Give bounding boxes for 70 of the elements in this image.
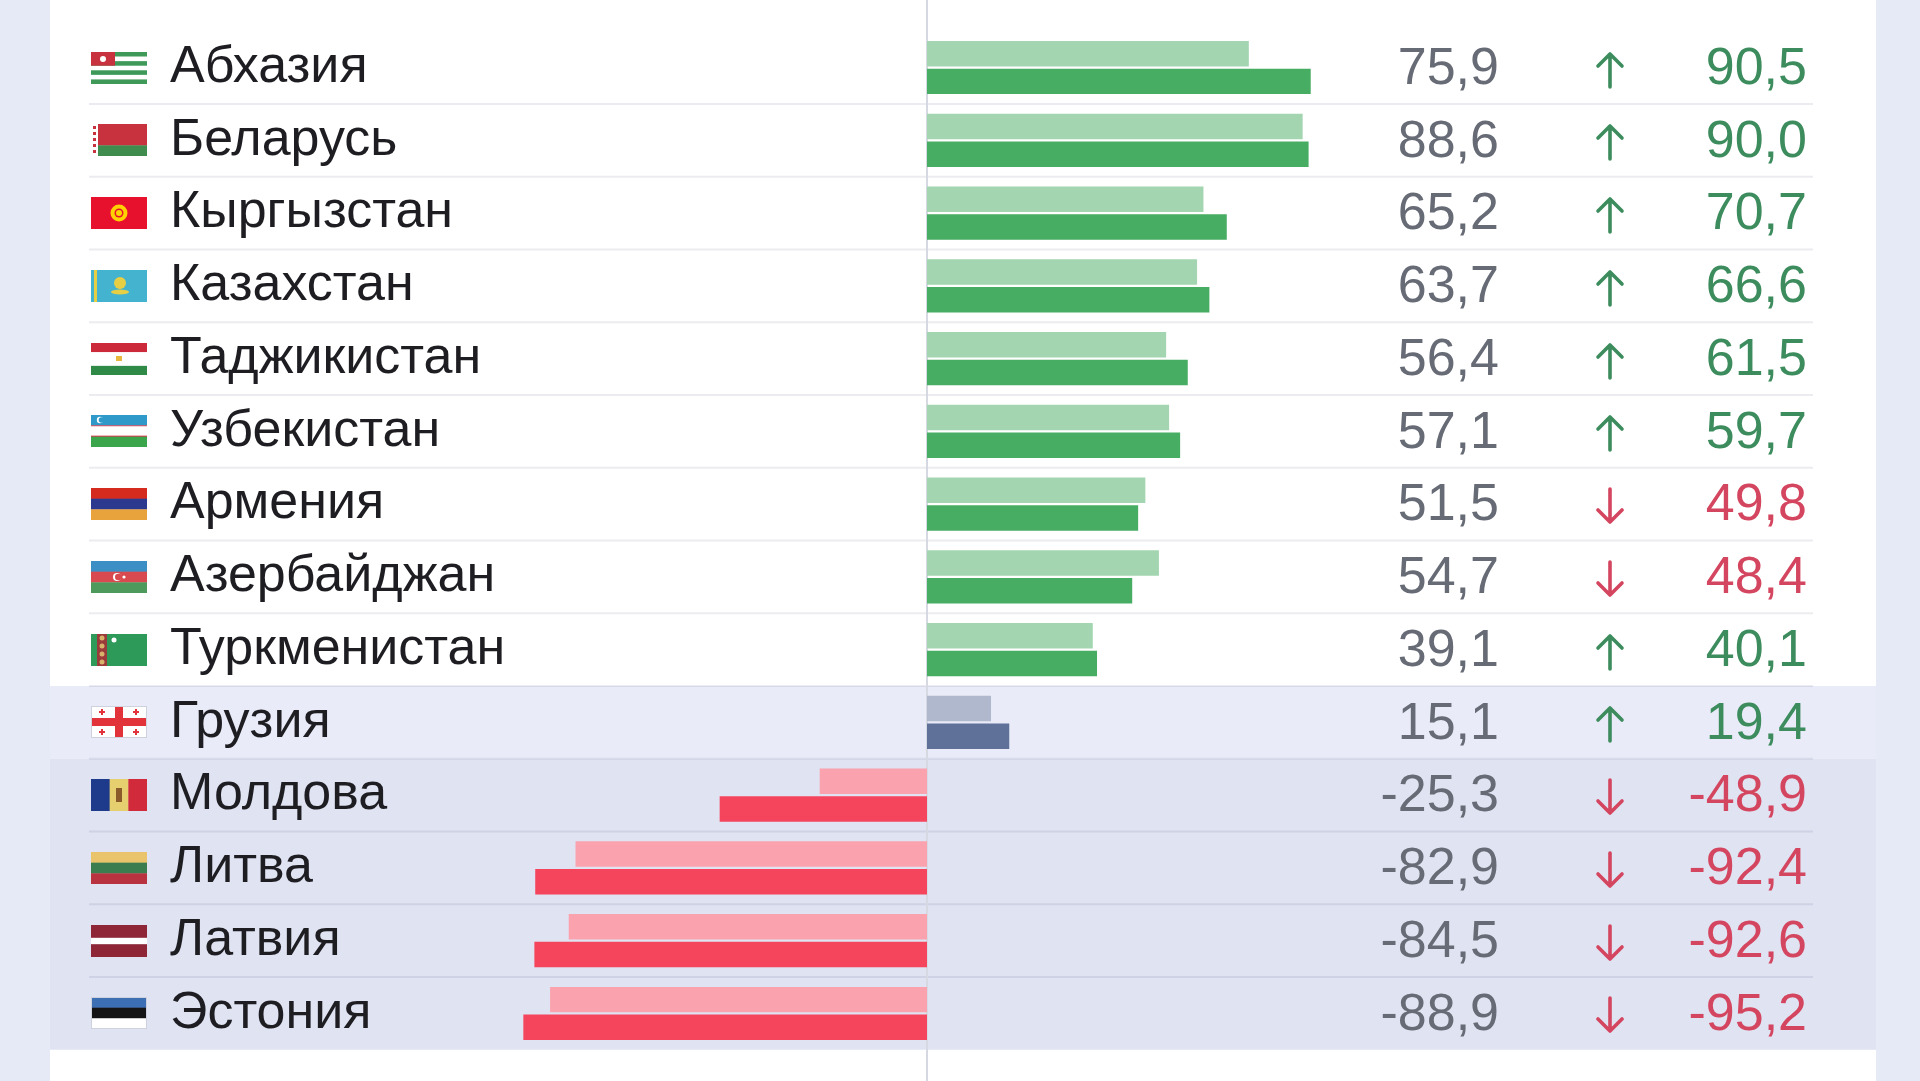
data-label: 51,5: [1397, 473, 1499, 532]
bar: [819, 768, 927, 795]
y-tick-label: Беларусь: [170, 107, 398, 166]
bar: [927, 68, 1311, 95]
y-tick-label: Эстония: [170, 980, 372, 1039]
bar: [927, 259, 1198, 285]
bar: [927, 286, 1210, 313]
bar: [927, 577, 1133, 604]
bar: [927, 723, 1010, 749]
y-tick-label: Туркменистан: [170, 616, 506, 675]
y-tick-label: Таджикистан: [170, 325, 482, 384]
data-label: 88,6: [1397, 109, 1499, 168]
data-label: 48,4: [1705, 546, 1807, 605]
bar: [927, 186, 1204, 212]
data-label: -88,9: [1380, 982, 1499, 1041]
bar: [535, 869, 927, 895]
y-tick-label: Армения: [170, 471, 385, 530]
bar: [550, 986, 927, 1013]
data-label: 57,1: [1397, 400, 1499, 459]
bar: [575, 841, 927, 867]
y-tick-label: Грузия: [170, 689, 331, 748]
data-label: 90,0: [1705, 109, 1807, 168]
bar: [927, 623, 1093, 649]
data-label: 39,1: [1397, 618, 1499, 677]
data-label: -25,3: [1380, 764, 1499, 823]
y-tick-label: Молдова: [170, 762, 388, 821]
bar: [523, 1014, 927, 1040]
bar: [927, 477, 1146, 504]
bar: [927, 359, 1188, 386]
y-tick-label: Латвия: [170, 908, 341, 967]
data-label: -48,9: [1688, 764, 1807, 823]
bar: [568, 914, 927, 940]
y-tick-label: Кыргызстан: [170, 180, 454, 239]
y-tick-label: Казахстан: [170, 253, 414, 312]
data-label: -82,9: [1380, 837, 1499, 896]
y-tick-label: Абхазия: [170, 34, 368, 93]
data-label: 40,1: [1705, 618, 1807, 677]
data-label: 90,5: [1705, 36, 1807, 95]
data-label: 54,7: [1397, 546, 1499, 605]
data-label: 56,4: [1397, 327, 1499, 386]
bar: [927, 404, 1170, 431]
data-label: 65,2: [1397, 182, 1499, 241]
data-label: 59,7: [1705, 400, 1807, 459]
data-label: 63,7: [1397, 255, 1499, 314]
y-tick-label: Литва: [170, 835, 314, 894]
data-label: -95,2: [1688, 982, 1807, 1041]
bar: [927, 141, 1309, 167]
data-label: -92,6: [1688, 910, 1807, 969]
bar: [927, 432, 1181, 458]
bar: [534, 941, 927, 968]
data-label: 70,7: [1705, 182, 1807, 241]
data-label: 19,4: [1705, 691, 1807, 750]
bar: [719, 796, 927, 822]
bar: [927, 550, 1159, 576]
bar: [927, 650, 1098, 677]
data-label: 75,9: [1397, 36, 1499, 95]
y-tick-label: Узбекистан: [170, 398, 441, 457]
data-label: -92,4: [1688, 837, 1807, 896]
bar: [927, 214, 1227, 240]
y-tick-label: Азербайджан: [170, 544, 496, 603]
data-label: 49,8: [1705, 473, 1807, 532]
bar: [927, 113, 1303, 140]
bar: [927, 41, 1249, 67]
data-label: 61,5: [1705, 327, 1807, 386]
data-label: 15,1: [1397, 691, 1499, 750]
bar: [927, 695, 992, 722]
data-label: -84,5: [1380, 910, 1499, 969]
bar: [927, 505, 1139, 531]
bar: [927, 332, 1167, 358]
data-label: 66,6: [1705, 255, 1807, 314]
